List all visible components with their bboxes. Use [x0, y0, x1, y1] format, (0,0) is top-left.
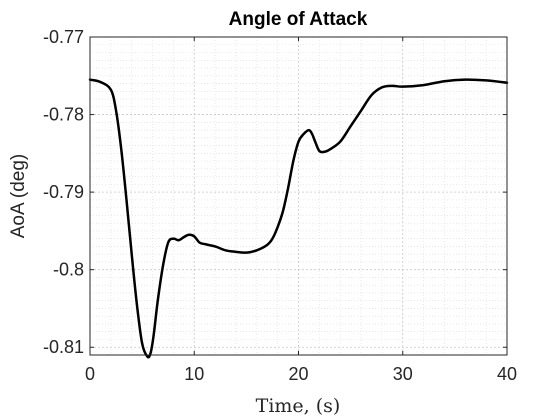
x-tick-label: 30 — [393, 364, 413, 384]
chart-title: Angle of Attack — [229, 9, 368, 30]
y-tick-label: -0.77 — [43, 27, 84, 47]
y-axis-label: AoA (deg) — [8, 154, 29, 239]
y-tick-labels: -0.77 -0.78 -0.79 -0.8 -0.81 — [43, 27, 84, 357]
x-tick-label: 10 — [184, 364, 204, 384]
y-tick-label: -0.79 — [43, 182, 84, 202]
x-tick-label: 40 — [497, 364, 517, 384]
x-tick-label: 0 — [85, 364, 95, 384]
x-tick-labels: 0 10 20 30 40 — [85, 364, 517, 384]
y-tick-label: -0.81 — [43, 337, 84, 357]
tick-marks — [89, 36, 508, 355]
x-axis-label: Time, (s) — [256, 395, 341, 417]
y-tick-label: -0.78 — [43, 105, 84, 125]
y-tick-label: -0.8 — [53, 260, 84, 280]
minor-grid — [90, 37, 507, 356]
x-tick-label: 20 — [288, 364, 308, 384]
